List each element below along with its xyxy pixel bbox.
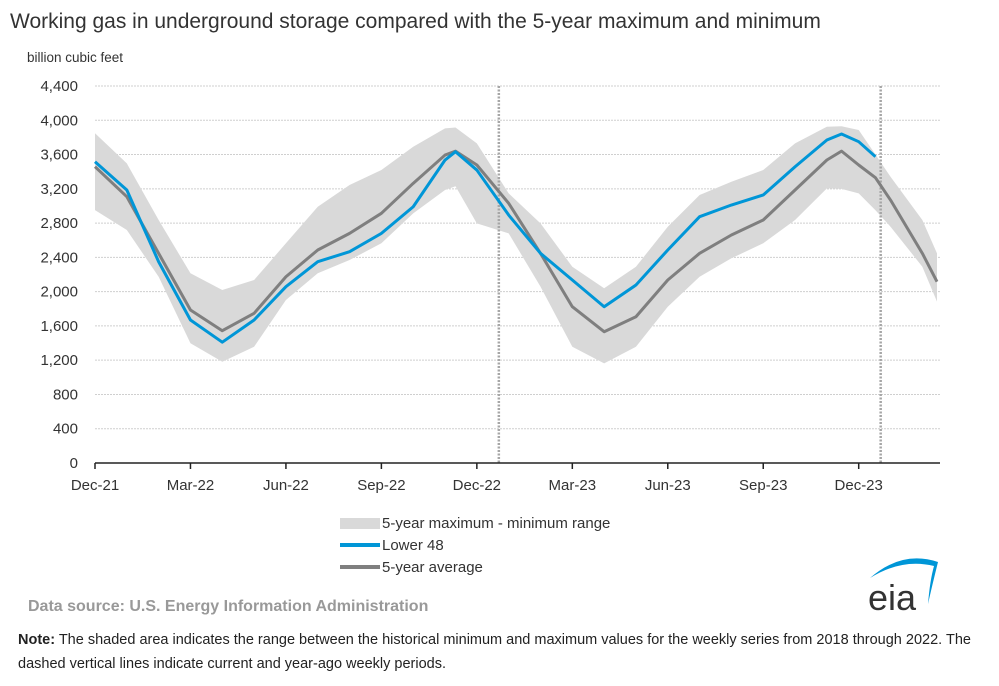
y-tick-label: 4,000 [40, 112, 78, 129]
y-tick-label: 2,000 [40, 284, 78, 301]
y-tick-label: 2,800 [40, 215, 78, 232]
legend-item-range: 5-year maximum - minimum range [340, 512, 610, 534]
note-text: The shaded area indicates the range betw… [18, 632, 971, 672]
y-tick-label: 4,400 [40, 78, 78, 95]
eia-logo: eia [868, 558, 938, 616]
legend-swatch-range [340, 517, 380, 529]
y-axis-unit-label: billion cubic feet [27, 50, 124, 65]
svg-text:eia: eia [868, 577, 917, 616]
x-tick-label: Mar-22 [167, 477, 215, 494]
x-tick-label: Jun-23 [645, 477, 691, 494]
legend-label: Lower 48 [382, 536, 444, 554]
y-tick-label: 400 [53, 421, 78, 438]
legend-swatch-lower48 [340, 543, 380, 547]
y-tick-label: 3,600 [40, 147, 78, 164]
note-label: Note: [18, 632, 56, 648]
chart-title: Working gas in underground storage compa… [10, 10, 821, 33]
range-band [95, 126, 937, 364]
y-tick-label: 800 [53, 386, 78, 403]
note: Note: The shaded area indicates the rang… [18, 628, 978, 676]
x-tick-label: Dec-23 [835, 477, 883, 494]
x-tick-label: Mar-23 [549, 477, 597, 494]
legend-label: 5-year maximum - minimum range [382, 514, 611, 532]
x-tick-label: Sep-23 [739, 477, 787, 494]
y-tick-label: 2,400 [40, 249, 78, 266]
data-source: Data source: U.S. Energy Information Adm… [28, 598, 429, 615]
legend-item-lower48: Lower 48 [340, 534, 610, 556]
x-tick-label: Jun-22 [263, 477, 309, 494]
y-tick-label: 1,600 [40, 318, 78, 335]
legend-swatch-average [340, 565, 380, 569]
y-tick-label: 0 [70, 455, 78, 472]
legend-label: 5-year average [382, 558, 483, 576]
x-tick-label: Dec-22 [453, 477, 501, 494]
legend: 5-year maximum - minimum range Lower 48 … [340, 512, 610, 578]
legend-item-average: 5-year average [340, 556, 610, 578]
x-tick-label: Sep-22 [357, 477, 405, 494]
x-tick-label: Dec-21 [71, 477, 119, 494]
y-tick-label: 1,200 [40, 352, 78, 369]
y-tick-label: 3,200 [40, 181, 78, 198]
series-line-lower48 [94, 132, 877, 344]
